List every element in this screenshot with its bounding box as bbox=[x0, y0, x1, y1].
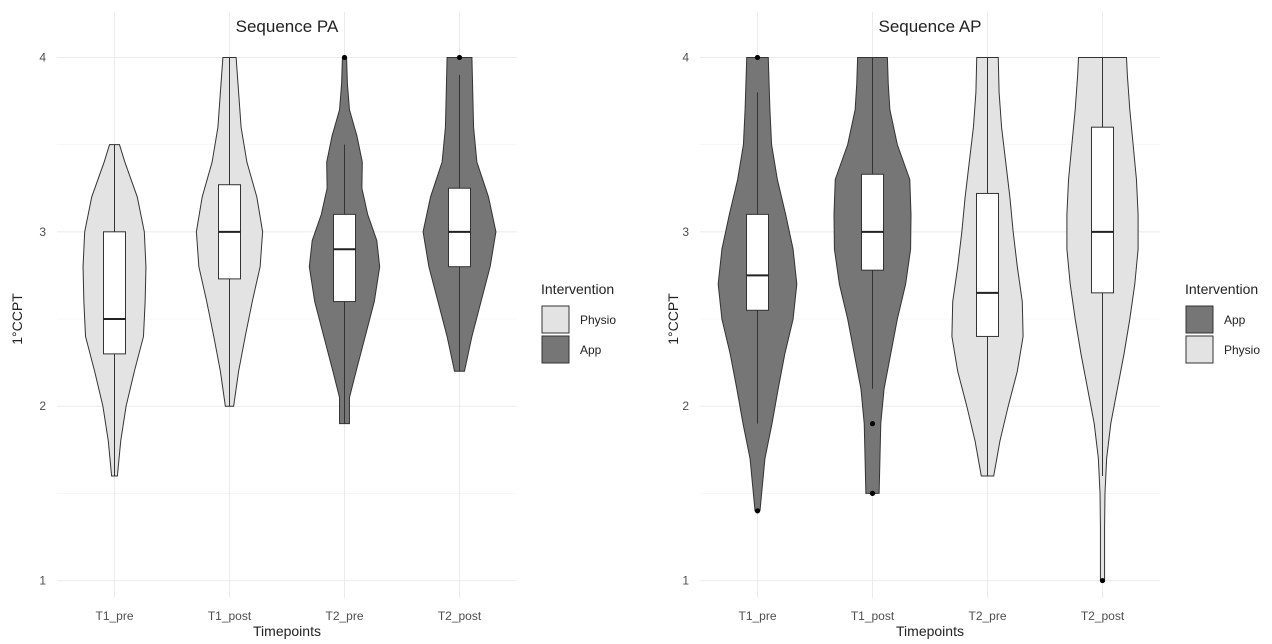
x-tick-label: T2_pre bbox=[325, 609, 363, 623]
x-tick-label: T2_post bbox=[438, 609, 482, 623]
legend-key bbox=[1185, 305, 1214, 334]
legend-key bbox=[1185, 335, 1214, 364]
chart-title: Sequence PA bbox=[236, 17, 339, 36]
legend: Intervention App Physio bbox=[1185, 281, 1260, 364]
legend-label: Physio bbox=[1224, 343, 1260, 357]
legend-key bbox=[541, 305, 570, 334]
box-iqr bbox=[861, 173, 884, 271]
y-tick-label: 4 bbox=[682, 50, 689, 64]
violin-group bbox=[951, 56, 1024, 477]
panel-sequence-pa: Sequence PA 1 2 3 4 T1_pre T1_post T2_pre T2_pos… bbox=[9, 12, 616, 639]
outlier-point bbox=[341, 54, 348, 61]
x-axis-label: Timepoints bbox=[253, 623, 321, 639]
legend-label: App bbox=[580, 343, 602, 357]
x-axis-label: Timepoints bbox=[896, 623, 964, 639]
box-iqr bbox=[333, 213, 356, 303]
x-tick-label: T2_pre bbox=[968, 609, 1006, 623]
violin-group bbox=[422, 54, 497, 372]
x-tick-label: T1_post bbox=[208, 609, 252, 623]
x-tick-label: T1_pre bbox=[95, 609, 133, 623]
outlier-point bbox=[754, 54, 761, 61]
y-tick-label: 3 bbox=[682, 225, 689, 239]
outlier-point bbox=[754, 508, 761, 514]
legend-label: Physio bbox=[580, 313, 616, 327]
violin-group bbox=[195, 56, 264, 407]
y-tick-label: 3 bbox=[39, 225, 46, 239]
violin-group bbox=[308, 54, 381, 425]
violin-group bbox=[833, 56, 912, 496]
x-tick-label: T2_post bbox=[1081, 609, 1125, 623]
y-tick-label: 2 bbox=[682, 399, 689, 413]
outlier-point bbox=[456, 54, 463, 61]
panel-sequence-ap: Sequence AP 1 2 3 4 T1_pre T1_post T2_pre T2_pos… bbox=[665, 12, 1260, 639]
box-iqr bbox=[1091, 126, 1114, 294]
y-tick-label: 1 bbox=[682, 574, 689, 588]
violin-group bbox=[1066, 56, 1139, 584]
y-tick-label: 2 bbox=[39, 399, 46, 413]
box-iqr bbox=[976, 192, 999, 337]
legend-title: Intervention bbox=[1185, 281, 1258, 297]
legend: Intervention Physio App bbox=[541, 281, 616, 364]
violin-group bbox=[82, 144, 147, 477]
y-axis-label: 1°CCPT bbox=[665, 293, 681, 345]
outlier-point bbox=[869, 421, 876, 427]
legend-title: Intervention bbox=[541, 281, 614, 297]
y-tick-label: 1 bbox=[39, 574, 46, 588]
box-iqr bbox=[103, 231, 126, 355]
y-axis-label: 1°CCPT bbox=[9, 293, 25, 345]
outlier-point bbox=[869, 490, 876, 496]
y-tick-label: 4 bbox=[39, 50, 46, 64]
x-tick-label: T1_pre bbox=[738, 609, 776, 623]
chart-title: Sequence AP bbox=[878, 17, 981, 36]
violin-group bbox=[717, 54, 798, 514]
box-iqr bbox=[746, 213, 769, 311]
box-iqr bbox=[448, 187, 471, 268]
legend-label: App bbox=[1224, 313, 1246, 327]
legend-key bbox=[541, 335, 570, 364]
x-tick-label: T1_post bbox=[851, 609, 895, 623]
outlier-point bbox=[1099, 577, 1106, 584]
